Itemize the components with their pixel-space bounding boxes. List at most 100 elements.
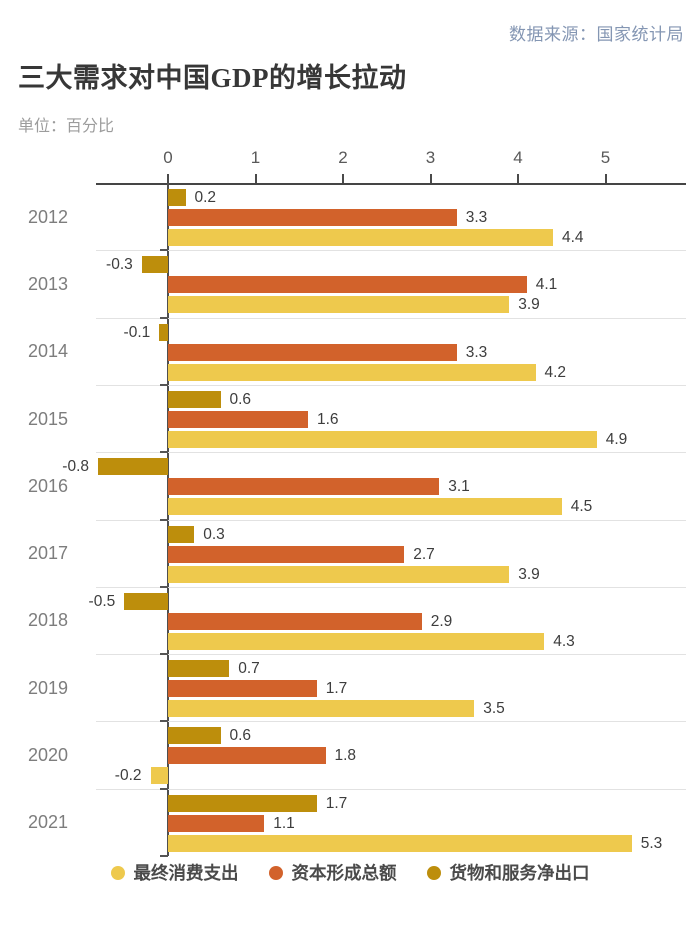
year-label-2021: 2021	[27, 812, 68, 833]
row-separator	[96, 250, 686, 252]
bar-capital-2018	[168, 612, 422, 630]
year-label-2012: 2012	[27, 206, 68, 227]
value-label-capital-2014: 3.3	[465, 343, 488, 361]
value-label-consumption-2016: 4.5	[570, 498, 593, 516]
category-tick-mark	[160, 787, 168, 790]
value-label-consumption-2013: 3.9	[518, 296, 540, 314]
x-tick-mark	[342, 174, 344, 183]
x-tick-label: 0	[163, 148, 173, 167]
value-label-net_exports-2021: 1.7	[325, 794, 348, 812]
x-tick-mark	[604, 174, 607, 183]
value-label-capital-2016: 3.1	[448, 478, 470, 496]
bar-net_exports-2017	[168, 525, 195, 543]
legend-marker-net_exports	[426, 865, 441, 880]
category-tick-mark	[160, 249, 168, 252]
bar-capital-2012	[168, 209, 457, 226]
bar-capital-2016	[168, 478, 440, 496]
value-label-net_exports-2015: 0.6	[229, 390, 252, 408]
category-tick-mark	[160, 383, 168, 386]
row-separator	[96, 654, 686, 656]
chart-legend: 最终消费支出 资本形成总额 货物和服务净出口	[0, 860, 700, 885]
value-label-capital-2021: 1.1	[273, 814, 295, 832]
year-label-2013: 2013	[27, 273, 68, 294]
bar-consumption-2019	[168, 700, 475, 718]
value-label-net_exports-2020: 0.6	[229, 727, 252, 745]
legend-marker-capital	[268, 865, 283, 880]
value-label-capital-2012: 3.3	[465, 209, 488, 226]
bar-capital-2019	[168, 680, 317, 698]
bar-consumption-2021	[168, 834, 632, 852]
value-label-capital-2013: 4.1	[535, 276, 558, 294]
x-axis-line	[96, 183, 686, 185]
row-separator	[96, 452, 686, 454]
bar-capital-2017	[168, 545, 405, 563]
bar-capital-2013	[168, 276, 527, 294]
value-label-capital-2015: 1.6	[317, 410, 339, 428]
x-tick-label: 3	[425, 148, 436, 167]
row-separator	[96, 384, 686, 386]
category-tick-mark	[160, 585, 168, 588]
bar-consumption-2018	[168, 632, 545, 650]
category-tick-mark	[160, 855, 168, 857]
data-source-label: 数据来源：国家统计局	[509, 25, 684, 44]
bar-net_exports-2013	[141, 256, 168, 274]
value-label-net_exports-2016: -0.8	[62, 458, 89, 476]
value-label-net_exports-2017: 0.3	[203, 525, 225, 543]
row-separator	[96, 317, 686, 319]
value-label-consumption-2017: 3.9	[518, 565, 540, 583]
bar-capital-2021	[168, 814, 265, 832]
legend-label-consumption: 最终消费支出	[133, 863, 239, 883]
value-label-capital-2018: 2.9	[430, 612, 453, 630]
bar-net_exports-2018	[124, 592, 168, 610]
row-separator	[96, 519, 686, 521]
bar-consumption-2015	[168, 430, 597, 448]
value-label-net_exports-2014: -0.1	[123, 323, 151, 341]
bar-capital-2014	[168, 343, 457, 361]
year-label-2014: 2014	[27, 341, 68, 362]
x-tick-mark	[167, 174, 169, 183]
bar-net_exports-2020	[168, 727, 221, 745]
value-label-consumption-2014: 4.2	[544, 363, 567, 381]
bar-consumption-2013	[168, 296, 510, 314]
value-label-capital-2017: 2.7	[413, 545, 435, 563]
row-separator	[96, 586, 686, 588]
x-tick-mark	[429, 174, 432, 183]
x-tick-label: 5	[600, 148, 611, 167]
bar-capital-2020	[168, 747, 326, 765]
x-tick-mark	[254, 174, 257, 183]
category-tick-mark	[160, 653, 168, 656]
bar-net_exports-2014	[159, 323, 168, 341]
bar-net_exports-2012	[168, 189, 186, 206]
legend-item-capital: 资本形成总额	[268, 860, 397, 885]
bar-net_exports-2016	[98, 458, 168, 476]
year-label-2019: 2019	[27, 677, 68, 698]
year-label-2016: 2016	[27, 475, 68, 496]
year-label-2020: 2020	[27, 745, 68, 766]
value-label-capital-2020: 1.8	[334, 747, 357, 765]
x-tick-mark	[517, 174, 519, 183]
value-label-consumption-2020: -0.2	[114, 767, 142, 785]
category-tick-mark	[160, 720, 168, 723]
chart-title: 三大需求对中国GDP的增长拉动	[18, 63, 407, 93]
category-tick-mark	[160, 316, 168, 319]
value-label-capital-2019: 1.7	[325, 680, 348, 698]
row-separator	[96, 721, 686, 723]
value-label-consumption-2019: 3.5	[483, 700, 505, 718]
category-tick-mark	[160, 451, 168, 454]
value-label-net_exports-2018: -0.5	[88, 592, 116, 610]
value-label-consumption-2012: 4.4	[562, 229, 584, 246]
x-tick-label: 4	[513, 148, 523, 167]
value-label-net_exports-2013: -0.3	[106, 256, 133, 274]
bar-consumption-2014	[168, 363, 536, 381]
x-tick-label: 1	[250, 148, 261, 167]
legend-label-capital: 资本形成总额	[291, 863, 397, 883]
value-label-consumption-2021: 5.3	[640, 834, 663, 852]
bar-net_exports-2019	[168, 660, 230, 678]
bar-net_exports-2015	[168, 390, 221, 408]
row-separator	[96, 788, 686, 790]
bar-capital-2015	[168, 410, 308, 428]
bar-consumption-2017	[168, 565, 510, 583]
year-label-2015: 2015	[27, 408, 68, 429]
value-label-net_exports-2019: 0.7	[238, 660, 260, 678]
bar-consumption-2016	[168, 498, 562, 516]
